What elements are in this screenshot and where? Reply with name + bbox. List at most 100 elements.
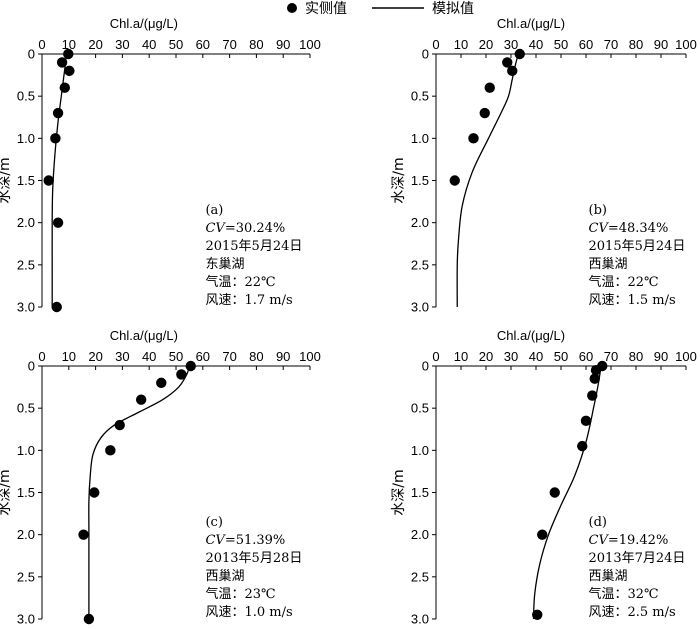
observed-point — [52, 107, 64, 119]
lake-text: 西巢湖 — [589, 569, 628, 584]
observed-point — [449, 175, 460, 186]
date-text: 2015年5月24日 — [589, 239, 686, 254]
y-tick-label: 3.0 — [411, 300, 429, 315]
y-tick-label: 1.0 — [411, 443, 429, 458]
observed-point — [50, 133, 61, 144]
observed-point — [537, 529, 548, 540]
observed-point — [156, 377, 167, 389]
x-axis-title: Chl.a/(μg/L) — [497, 16, 565, 31]
cv-text: CV=30.24% — [205, 221, 285, 236]
x-axis-title: Chl.a/(μg/L) — [110, 328, 178, 343]
x-tick-label: 40 — [529, 37, 543, 52]
cv-prefix: CV — [205, 221, 226, 236]
y-axis-title: 水深/m — [0, 157, 13, 203]
y-tick-label: 3.0 — [17, 612, 35, 626]
observed-point — [479, 107, 490, 119]
cv-text: CV=51.39% — [205, 533, 285, 548]
x-tick-label: 20 — [88, 37, 102, 52]
y-tick-label: 2.5 — [411, 569, 429, 584]
y-tick-label: 3.0 — [17, 300, 35, 315]
y-tick-label: 0 — [28, 359, 35, 374]
observed-point — [64, 65, 75, 77]
y-tick-label: 2.5 — [411, 257, 429, 272]
y-tick-label: 1.5 — [17, 485, 35, 500]
cv-value: =51.39% — [225, 533, 285, 548]
observed-point — [83, 613, 95, 625]
x-tick-label: 100 — [299, 37, 321, 52]
cv-text: CV=48.34% — [589, 221, 669, 236]
temperature-text: 气温：23℃ — [205, 586, 275, 602]
x-tick-label: 50 — [169, 349, 183, 364]
x-tick-label: 80 — [249, 37, 263, 52]
x-tick-label: 90 — [654, 37, 668, 52]
x-tick-label: 60 — [579, 349, 593, 364]
panel-b: 0 10 20 30 40 50 60 70 80 90 100 0 0.5 1.0 1.5 2.0 2.5 3.… — [391, 16, 697, 315]
x-tick-label: 40 — [529, 349, 543, 364]
x-tick-label: 60 — [196, 37, 210, 52]
observed-point — [590, 365, 602, 376]
y-tick-label: 1.0 — [17, 131, 35, 146]
x-tick-label: 70 — [604, 349, 618, 364]
observed-point — [185, 360, 196, 372]
x-tick-label: 70 — [222, 37, 236, 52]
wind-speed-text: 风速：1.7 m/s — [205, 293, 292, 308]
cv-value: =30.24% — [225, 221, 285, 236]
x-tick-label: 30 — [504, 349, 518, 364]
y-tick-label: 0 — [422, 47, 429, 62]
observed-point — [549, 487, 560, 498]
date-text: 2013年5月28日 — [205, 551, 302, 566]
panel-label: (a) — [205, 203, 223, 218]
panel-d: 0 10 20 30 40 50 60 70 80 90 100 0 0.5 1.0 1.5 2.0 2.5 3.… — [391, 328, 697, 627]
y-tick-label: 2.0 — [17, 527, 35, 542]
temperature-text: 气温：32℃ — [589, 586, 659, 602]
y-tick-label: 2.5 — [17, 257, 35, 272]
x-axis-title: Chl.a/(μg/L) — [497, 328, 565, 343]
y-tick-label: 0 — [422, 359, 429, 374]
x-tick-label: 10 — [454, 349, 468, 364]
cv-prefix: CV — [589, 221, 610, 236]
x-tick-label: 50 — [169, 37, 183, 52]
x-tick-label: 20 — [479, 349, 493, 364]
x-tick-label: 80 — [629, 349, 643, 364]
x-tick-label: 60 — [579, 37, 593, 52]
observed-point — [56, 57, 68, 68]
lake-text: 西巢湖 — [205, 569, 244, 584]
temperature-text: 气温：22℃ — [589, 274, 659, 290]
panel-a: 0 10 20 30 40 50 60 70 80 90 100 0 0.5 1.0 1.5 2.0 2.5 3.… — [0, 16, 321, 315]
y-tick-label: 1.0 — [411, 131, 429, 146]
wind-speed-text: 风速：1.5 m/s — [589, 293, 676, 308]
x-tick-label: 90 — [654, 349, 668, 364]
cv-value: =19.42% — [608, 533, 668, 548]
observed-point — [105, 445, 116, 456]
x-axis-title: Chl.a/(μg/L) — [110, 16, 178, 31]
cv-prefix: CV — [589, 533, 610, 548]
legend-observed-marker — [287, 3, 297, 13]
y-axis-title: 水深/m — [391, 469, 407, 515]
legend-observed-label: 实侧值 — [305, 1, 347, 17]
y-tick-label: 2.5 — [17, 569, 35, 584]
y-tick-label: 0.5 — [411, 401, 429, 416]
x-tick-label: 60 — [196, 349, 210, 364]
observed-point — [587, 390, 598, 401]
y-tick-label: 0 — [28, 47, 35, 62]
x-tick-label: 20 — [88, 349, 102, 364]
observed-point — [577, 440, 588, 452]
panel-label: (b) — [589, 203, 607, 218]
x-tick-label: 0 — [38, 349, 45, 364]
y-tick-label: 1.5 — [17, 173, 35, 188]
x-tick-label: 50 — [554, 37, 568, 52]
observed-point — [507, 65, 518, 77]
date-text: 2013年7月24日 — [589, 551, 686, 566]
observed-point — [89, 487, 100, 498]
x-tick-label: 70 — [604, 37, 618, 52]
y-axis-title: 水深/m — [391, 157, 407, 203]
x-tick-label: 0 — [432, 349, 439, 364]
x-tick-label: 30 — [504, 37, 518, 52]
y-tick-label: 1.5 — [411, 485, 429, 500]
panel-label: (d) — [589, 515, 607, 530]
x-tick-label: 70 — [222, 349, 236, 364]
wind-speed-text: 风速：2.5 m/s — [589, 605, 676, 620]
x-tick-label: 100 — [675, 37, 697, 52]
